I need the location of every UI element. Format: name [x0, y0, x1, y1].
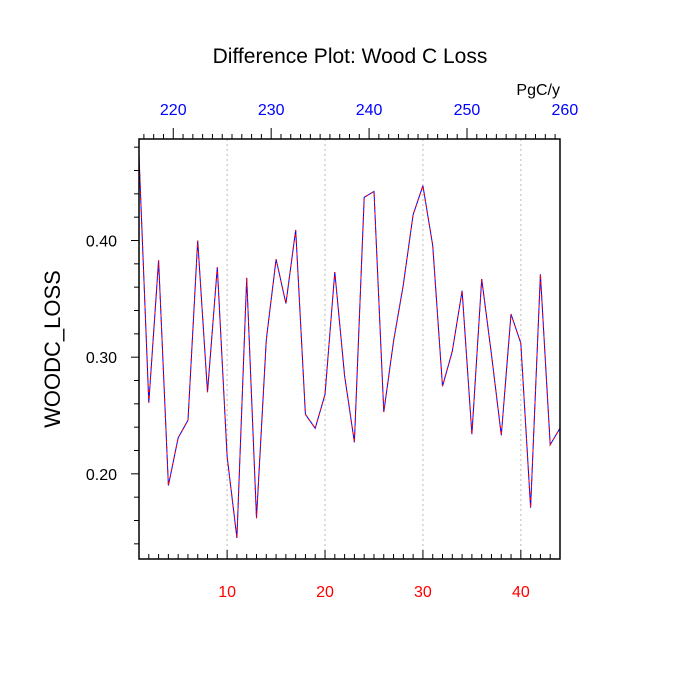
units-label: PgC/y: [516, 82, 560, 99]
series-line-overlay: [138, 155, 561, 539]
axes: 10 20 30 40 220 230 240 250 260 0.20 0.30 0.40: [86, 102, 578, 601]
top-tick-label: 240: [356, 102, 383, 119]
top-tick-label: 230: [258, 102, 285, 119]
x-tick-label: 20: [316, 584, 334, 601]
y-tick-label: 0.30: [86, 350, 117, 367]
top-tick-label: 220: [160, 102, 187, 119]
series-line: [138, 155, 561, 539]
x-tick-label: 10: [218, 584, 236, 601]
y-tick-label: 0.40: [86, 234, 117, 251]
x-tick-label: 40: [512, 584, 530, 601]
top-tick-label: 260: [552, 102, 579, 119]
series-layer: [138, 155, 561, 539]
plot-frame: [138, 138, 561, 560]
top-tick-label: 250: [454, 102, 481, 119]
x-tick-label: 30: [414, 584, 432, 601]
y-tick-label: 0.20: [86, 467, 117, 484]
y-axis-label: WOODC_LOSS: [40, 270, 65, 428]
chart-title: Difference Plot: Wood C Loss: [213, 45, 488, 68]
